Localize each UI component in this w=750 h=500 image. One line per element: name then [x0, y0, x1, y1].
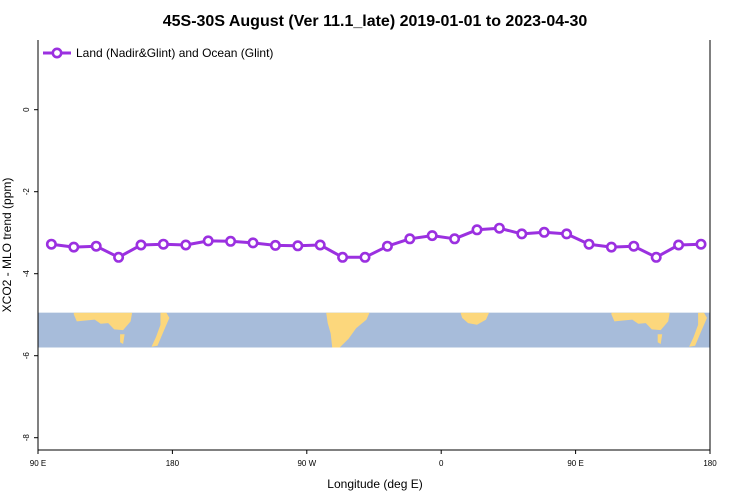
y-tick-label-2: -2 [22, 188, 31, 196]
series-layer [45, 222, 707, 263]
data-point-20 [471, 224, 483, 236]
data-point-19 [449, 233, 461, 245]
x-tick-label-5: 90 E [567, 459, 583, 468]
legend-marker-swatch [51, 47, 63, 59]
axes: 90 E 180 90 W 0 90 E 180 0 -2 -4 -6 -8 [22, 40, 717, 468]
data-point-17 [404, 233, 416, 245]
data-point-30 [695, 238, 707, 250]
land-new-zealand-1 [151, 312, 170, 347]
data-point-14 [337, 251, 349, 263]
data-point-6 [157, 238, 169, 250]
x-tick-label-3: 90 W [297, 459, 316, 468]
y-tick-label-1: 0 [22, 107, 31, 112]
x-axis-label: Longitude (deg E) [327, 477, 422, 491]
data-point-26 [605, 241, 617, 253]
data-point-7 [180, 239, 192, 251]
map-ocean [38, 312, 710, 348]
x-tick-label-6: 180 [703, 459, 717, 468]
data-point-3 [90, 240, 102, 252]
data-point-8 [202, 235, 214, 247]
data-point-21 [493, 222, 505, 234]
data-point-15 [359, 251, 371, 263]
x-tick-label-2: 180 [166, 459, 180, 468]
data-point-29 [673, 239, 685, 251]
data-point-1 [45, 238, 57, 250]
y-axis-label: XCO2 - MLO trend (ppm) [0, 178, 14, 313]
land-new-zealand-2 [689, 312, 707, 347]
chart-title: 45S-30S August (Ver 11.1_late) 2019-01-0… [163, 13, 588, 30]
data-point-12 [292, 240, 304, 252]
data-point-25 [583, 238, 595, 250]
data-point-9 [225, 235, 237, 247]
data-point-18 [426, 230, 438, 242]
data-point-27 [628, 240, 640, 252]
data-point-16 [381, 240, 393, 252]
data-point-28 [650, 251, 662, 263]
x-tick-label-1: 90 E [30, 459, 46, 468]
land-tasmania-2 [657, 334, 663, 344]
data-point-11 [269, 239, 281, 251]
land-tasmania-1 [120, 334, 125, 344]
land-africa [460, 312, 489, 325]
data-point-23 [538, 226, 550, 238]
data-point-22 [516, 228, 528, 240]
map-strip [38, 312, 710, 348]
legend-label: Land (Nadir&Glint) and Ocean (Glint) [76, 46, 273, 60]
land-australia-1 [73, 312, 133, 331]
series-line-1 [51, 226, 702, 259]
legend: Land (Nadir&Glint) and Ocean (Glint) [43, 46, 273, 60]
data-point-4 [113, 251, 125, 263]
data-point-13 [314, 239, 326, 251]
y-tick-label-4: -6 [22, 352, 31, 360]
data-point-2 [68, 241, 80, 253]
x-tick-label-4: 0 [439, 459, 444, 468]
data-point-10 [247, 237, 259, 249]
data-point-5 [135, 239, 147, 251]
land-south-america [326, 312, 370, 348]
y-tick-label-5: -8 [22, 434, 31, 442]
land-australia-2 [611, 312, 670, 331]
y-tick-label-3: -4 [22, 270, 31, 278]
data-point-24 [561, 228, 573, 240]
